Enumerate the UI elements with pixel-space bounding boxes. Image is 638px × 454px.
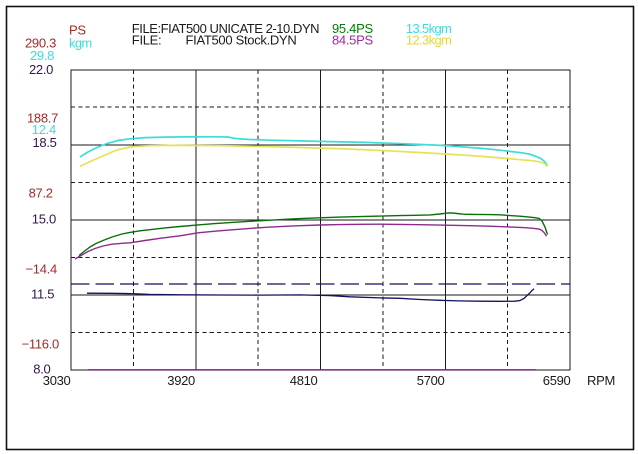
svg-text:29.8: 29.8 xyxy=(30,48,54,63)
svg-text:−116.0: −116.0 xyxy=(22,337,59,352)
svg-text:18.5: 18.5 xyxy=(33,135,57,150)
svg-text:290.3: 290.3 xyxy=(25,36,56,51)
svg-text:8.0: 8.0 xyxy=(33,362,50,377)
svg-text:RPM: RPM xyxy=(587,373,615,388)
svg-text:87.2: 87.2 xyxy=(29,186,53,201)
svg-text:4810: 4810 xyxy=(290,373,318,388)
svg-text:11.5: 11.5 xyxy=(31,287,54,302)
svg-text:12.4: 12.4 xyxy=(32,122,56,137)
svg-text:FIAT500 Stock.DYN: FIAT500 Stock.DYN xyxy=(186,33,297,48)
svg-text:84.5PS: 84.5PS xyxy=(332,33,373,48)
svg-text:3030: 3030 xyxy=(43,373,71,388)
svg-text:FILE:: FILE: xyxy=(132,33,162,48)
svg-text:13.5kgm: 13.5kgm xyxy=(406,21,451,36)
svg-text:FILE:FIAT500 UNICATE 2-10.DYN: FILE:FIAT500 UNICATE 2-10.DYN xyxy=(132,21,319,36)
svg-text:6590: 6590 xyxy=(543,373,571,388)
svg-text:12.3kgm: 12.3kgm xyxy=(406,33,451,48)
svg-text:95.4PS: 95.4PS xyxy=(332,21,373,36)
svg-text:15.0: 15.0 xyxy=(32,212,56,227)
svg-text:3920: 3920 xyxy=(167,373,195,388)
svg-text:188.7: 188.7 xyxy=(27,111,58,126)
svg-text:PS: PS xyxy=(69,23,86,38)
svg-text:22.0: 22.0 xyxy=(29,62,53,77)
svg-text:−14.4: −14.4 xyxy=(26,262,57,277)
svg-text:5700: 5700 xyxy=(417,373,445,388)
svg-text:kgm: kgm xyxy=(69,36,92,51)
